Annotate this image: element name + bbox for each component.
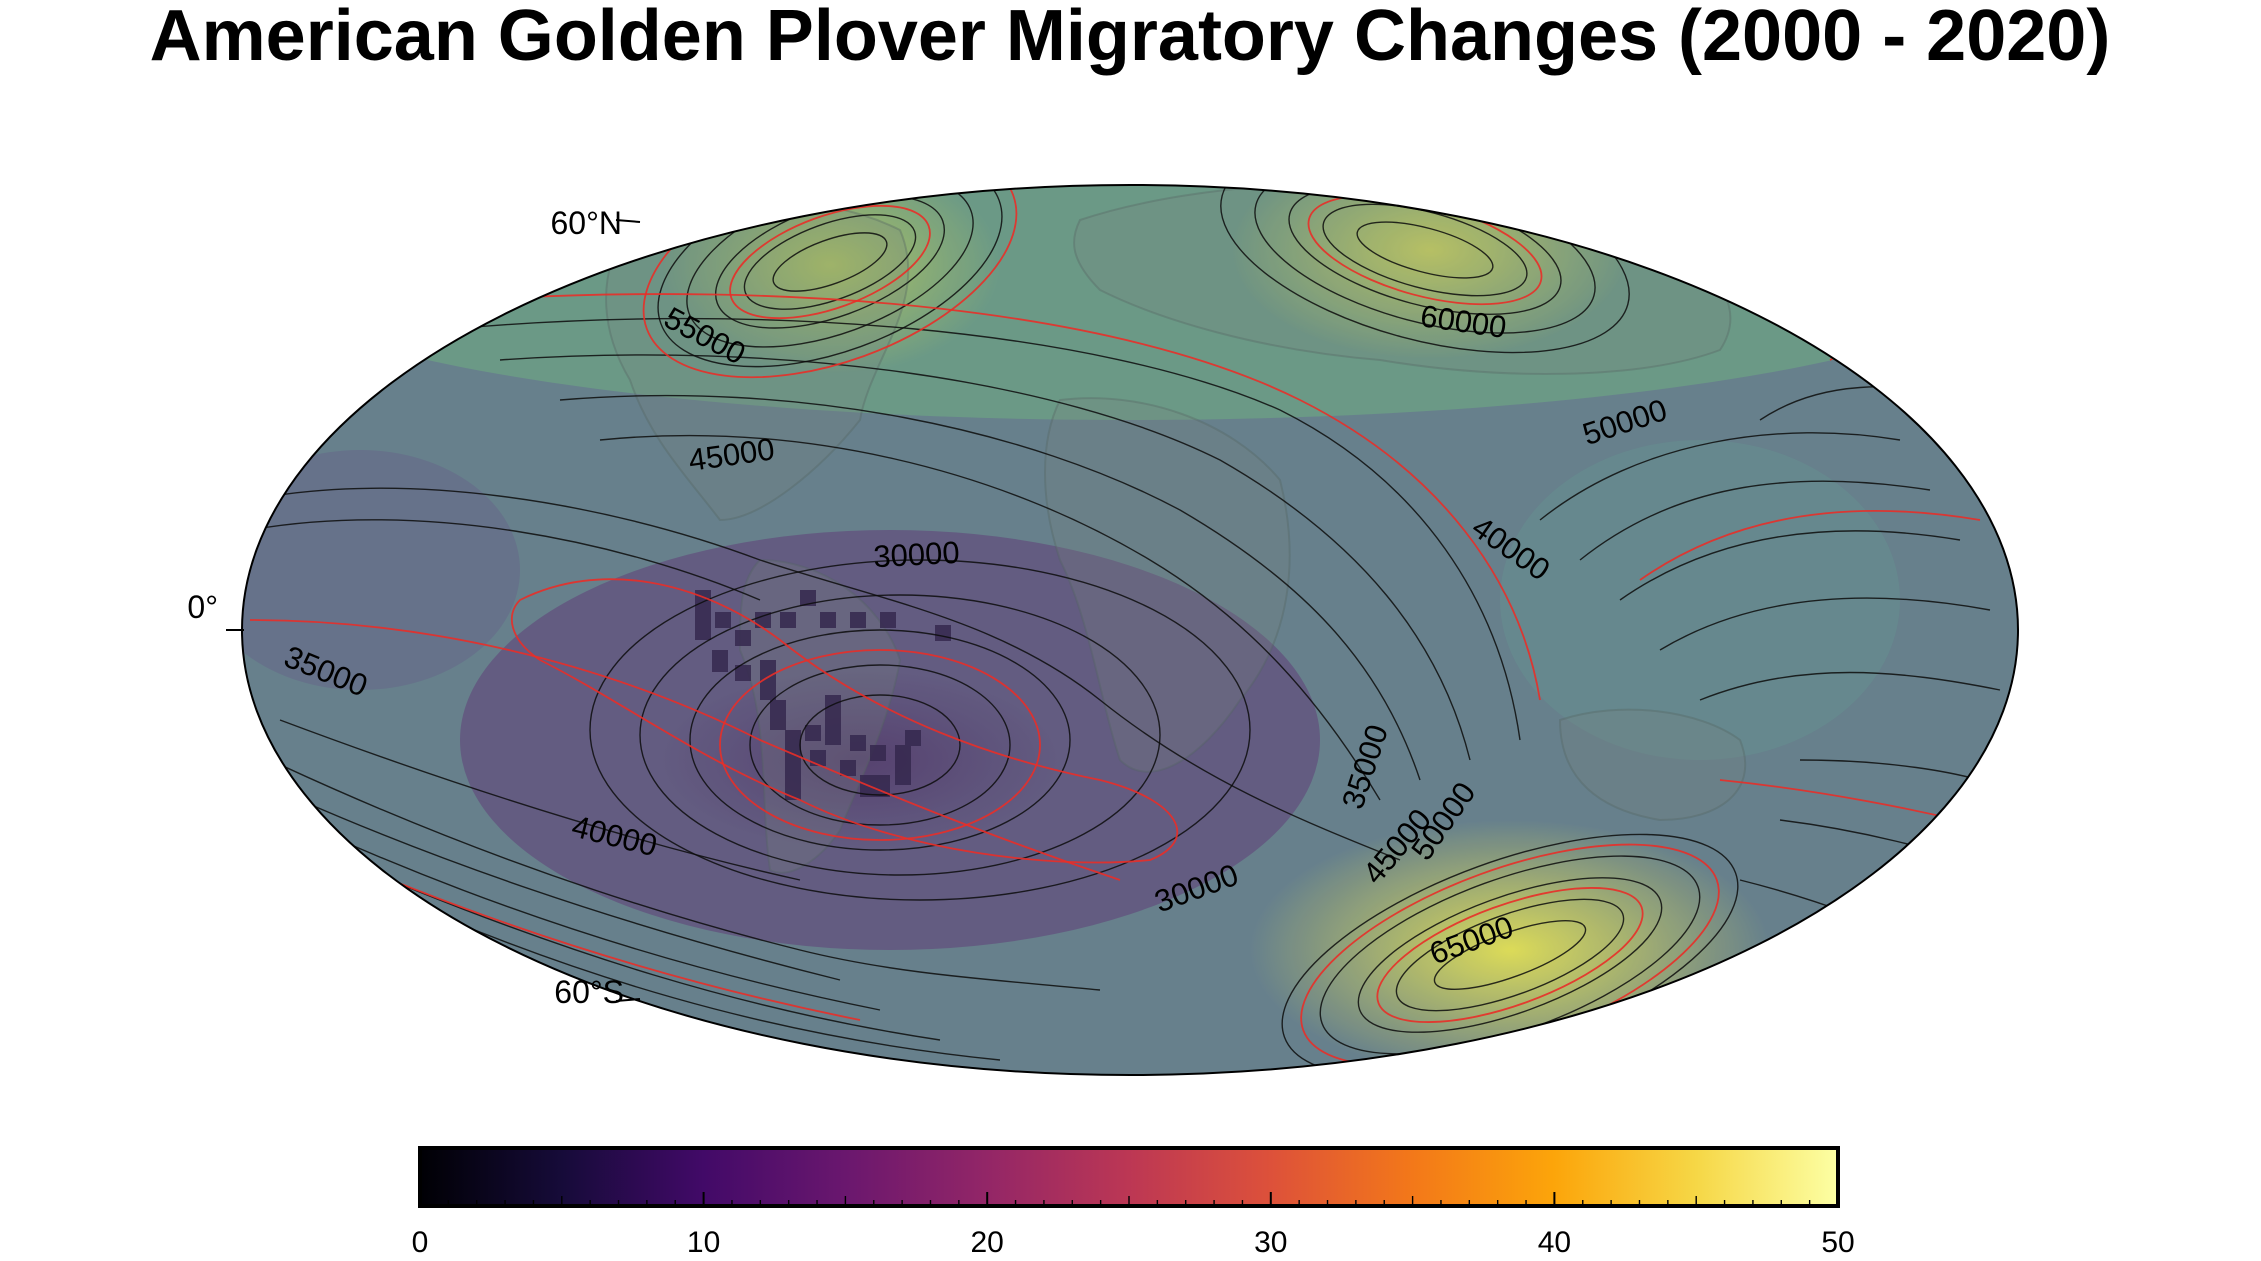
colorbar-tick-label: 50 [1821, 1226, 1854, 1259]
contours-minor [249, 185, 2011, 1075]
colorbar-tick-label: 10 [687, 1226, 720, 1259]
colorbar-tick-label: 0 [412, 1226, 429, 1259]
colorbar-ticks [419, 1192, 1839, 1206]
colorbar-tick-label: 40 [1538, 1226, 1571, 1259]
globe [242, 185, 2018, 1075]
field-overlay [242, 185, 2018, 1075]
colorbar-gradient [418, 1146, 1840, 1208]
contour-label: 30000 [872, 535, 960, 574]
field-low-west [242, 450, 520, 690]
graticule-ticks [226, 219, 641, 1002]
field-upper-band [242, 185, 2018, 420]
colorbar-tick-label: 20 [971, 1226, 1004, 1259]
map-title: American Golden Plover Migratory Changes… [150, 0, 2111, 76]
lat-label-60s: 60°S [554, 974, 624, 1010]
lat-label-equator: 0° [187, 589, 218, 625]
colorbar-labels: 0 10 20 30 40 50 [412, 1226, 1855, 1259]
lat-label-60n: 60°N [551, 205, 623, 241]
colorbar-tick-label: 30 [1254, 1226, 1287, 1259]
contours-major [249, 185, 2001, 1067]
colorbar: 0 10 20 30 40 50 [412, 1146, 1855, 1259]
field-mid-east [1500, 440, 1900, 760]
